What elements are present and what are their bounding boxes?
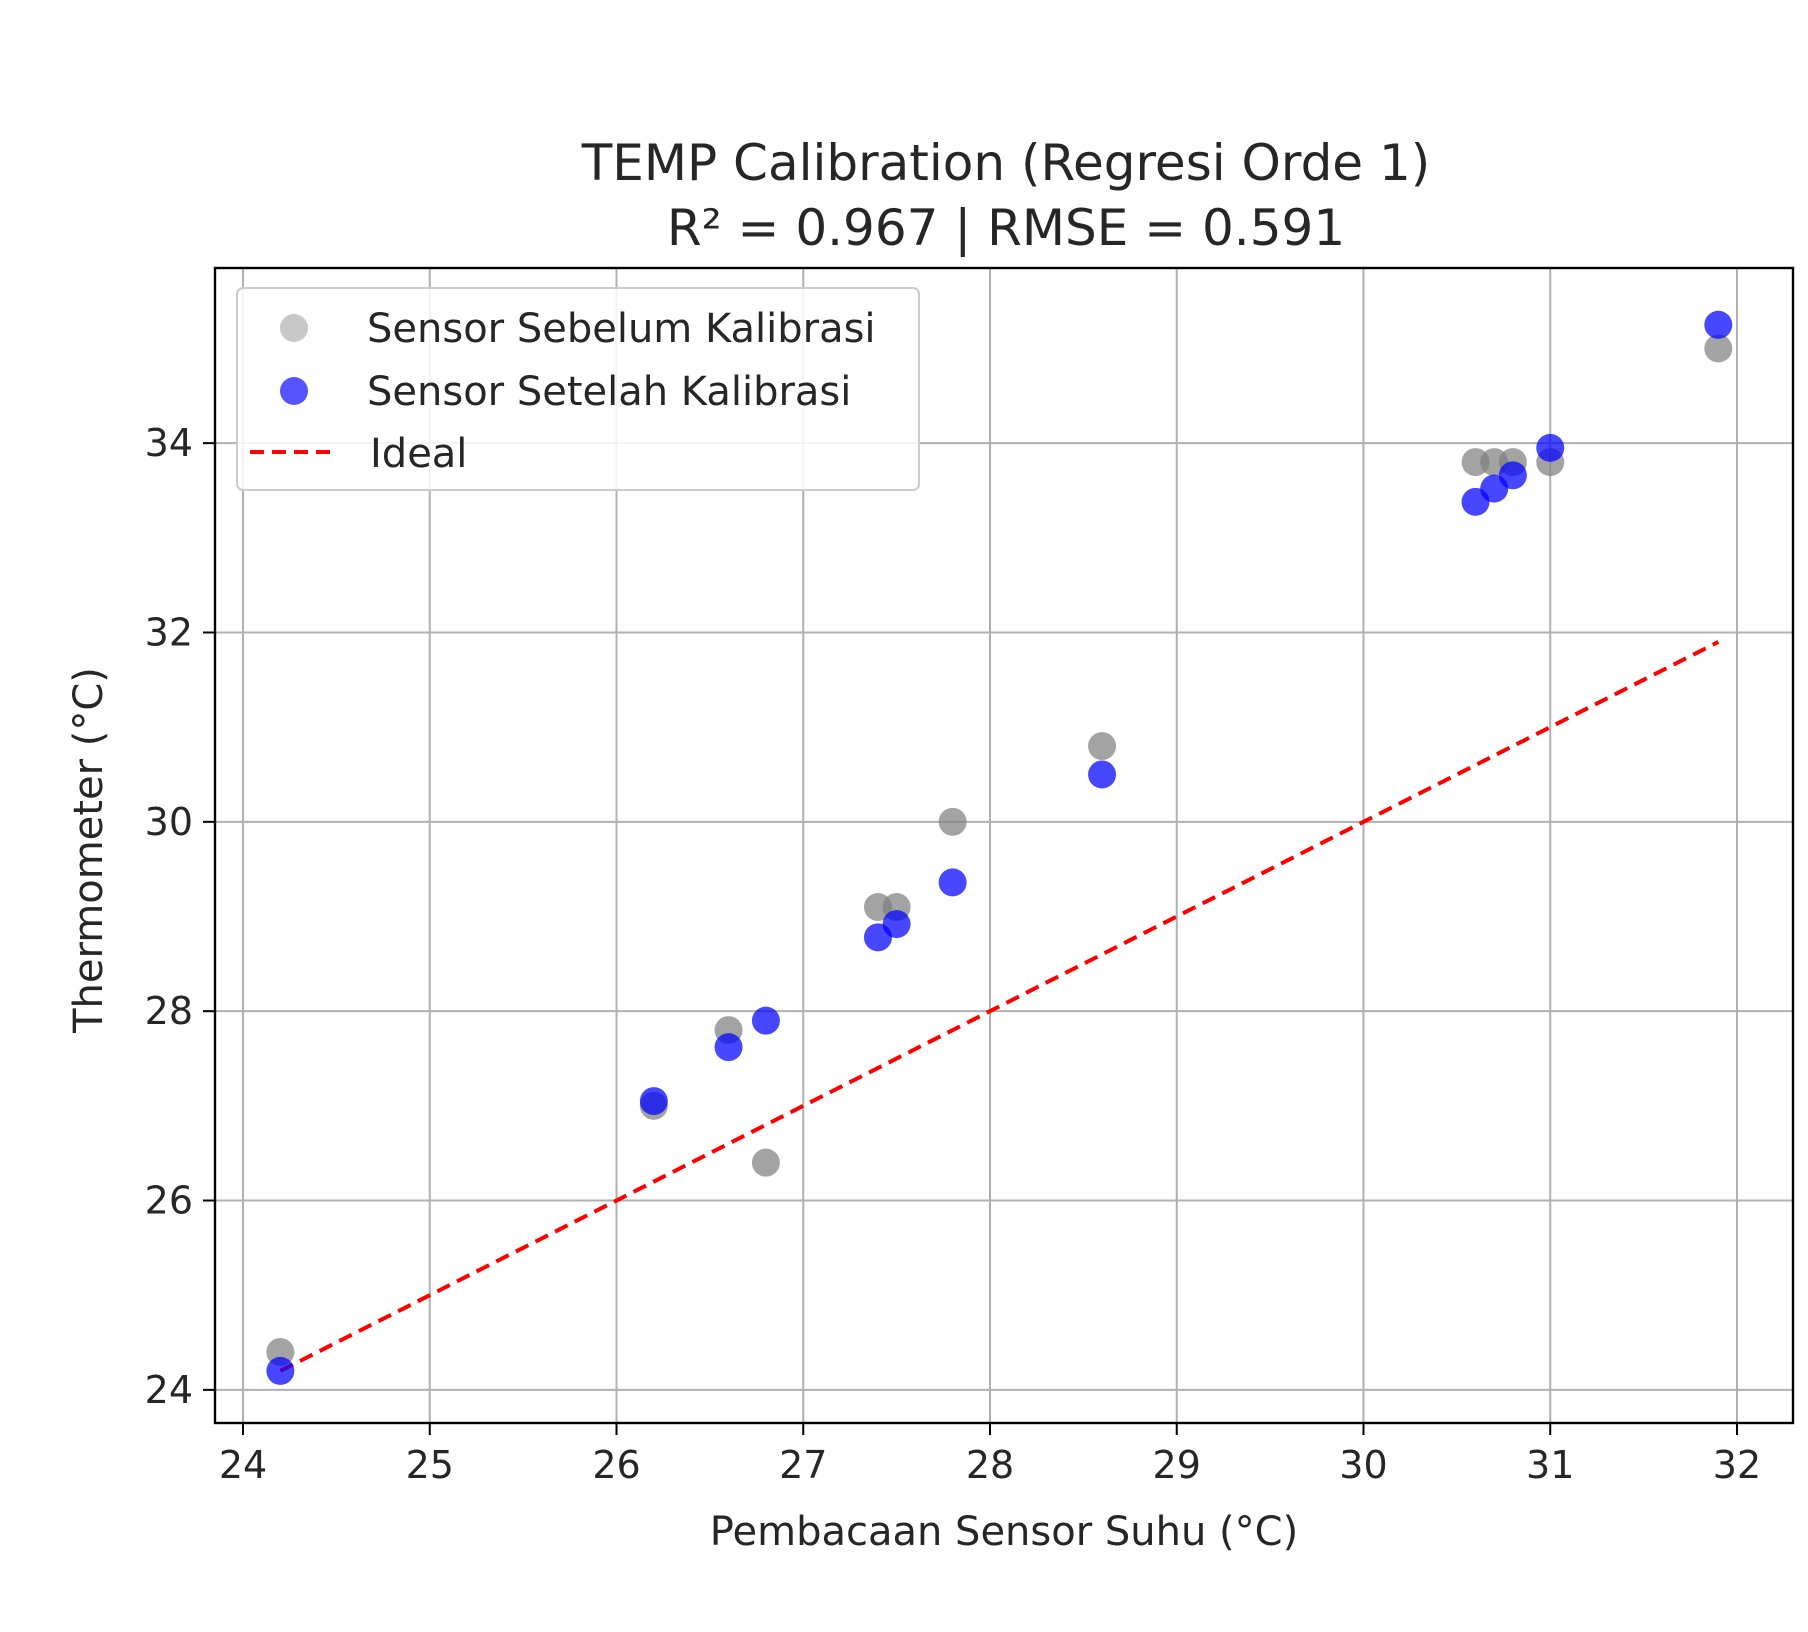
- point-after-calibration: [266, 1356, 295, 1385]
- legend-box: [236, 287, 920, 491]
- chart-title: TEMP Calibration (Regresi Orde 1): [581, 134, 1431, 192]
- point-before-calibration: [1704, 334, 1733, 363]
- x-tick-label: 27: [779, 1443, 827, 1487]
- point-after-calibration: [1536, 433, 1565, 462]
- legend-label-after: Sensor Setelah Kalibrasi: [367, 369, 851, 415]
- x-tick-label: 30: [1339, 1443, 1387, 1487]
- x-axis-label: Pembacaan Sensor Suhu (°C): [710, 1509, 1298, 1555]
- y-tick-label: 28: [145, 989, 193, 1033]
- point-after-calibration: [714, 1033, 743, 1062]
- point-after-calibration: [639, 1087, 668, 1116]
- legend-marker-after: [280, 377, 308, 405]
- x-tick-label: 31: [1526, 1443, 1574, 1487]
- x-tick-label: 24: [219, 1443, 267, 1487]
- y-tick-label: 34: [145, 421, 193, 465]
- point-after-calibration: [751, 1006, 780, 1035]
- y-tick-label: 30: [145, 800, 193, 844]
- x-tick-label: 25: [406, 1443, 454, 1487]
- legend: Sensor Sebelum Kalibrasi Sensor Setelah …: [236, 287, 920, 491]
- legend-label-ideal: Ideal: [370, 431, 467, 477]
- y-axis-label: Thermometer (°C): [66, 667, 112, 1034]
- y-tick-label: 26: [145, 1179, 193, 1223]
- point-before-calibration: [938, 807, 967, 836]
- legend-marker-before: [280, 314, 308, 342]
- legend-label-before: Sensor Sebelum Kalibrasi: [367, 306, 876, 352]
- point-after-calibration: [1088, 760, 1117, 789]
- point-before-calibration: [1088, 732, 1117, 761]
- point-before-calibration: [751, 1148, 780, 1177]
- point-after-calibration: [882, 910, 911, 939]
- point-after-calibration: [1498, 461, 1527, 490]
- x-tick-label: 28: [966, 1443, 1014, 1487]
- x-tick-label: 29: [1153, 1443, 1201, 1487]
- point-after-calibration: [938, 868, 967, 897]
- axis-ticks: 24 25 26 27 28 29 30 31 32 24 26 28 30 32 34: [145, 421, 1762, 1487]
- x-tick-label: 26: [592, 1443, 640, 1487]
- axes-frame: [213, 266, 1795, 1425]
- y-tick-label: 24: [145, 1368, 193, 1412]
- point-after-calibration: [1704, 310, 1733, 339]
- chart-subtitle: R² = 0.967 | RMSE = 0.591: [667, 199, 1345, 257]
- plot-area: [266, 310, 1733, 1385]
- y-tick-label: 32: [145, 610, 193, 654]
- x-tick-label: 32: [1713, 1443, 1761, 1487]
- ideal-line: [279, 640, 1720, 1373]
- grid-lines: [215, 268, 1793, 1423]
